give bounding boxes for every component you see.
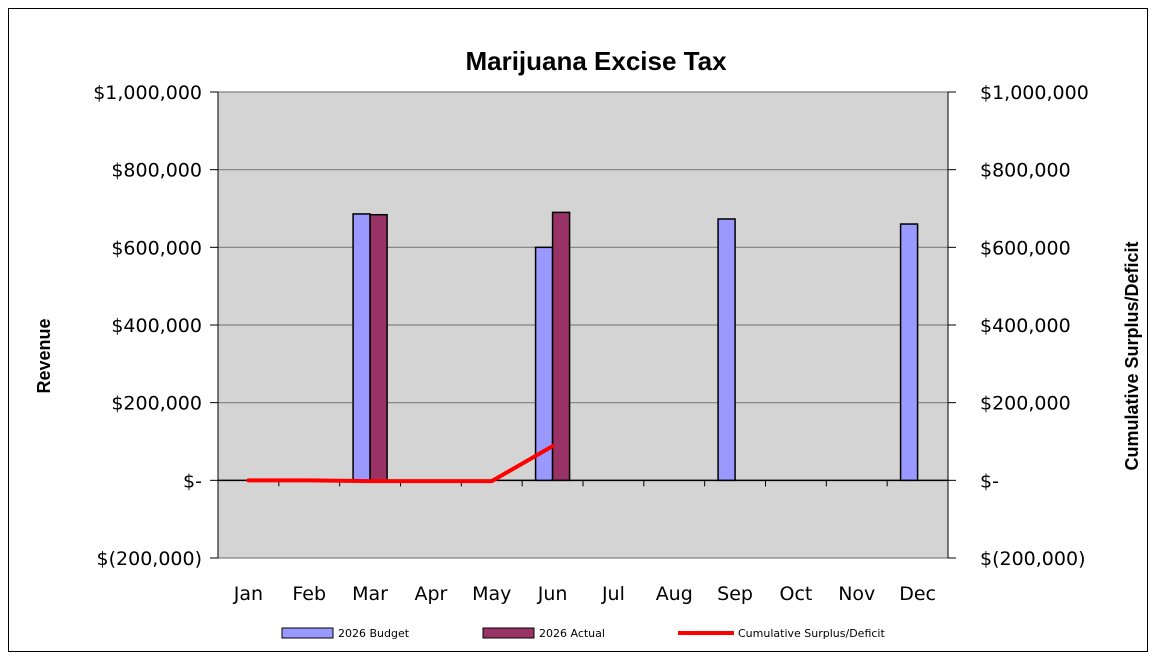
x-tick-label: May — [472, 583, 511, 605]
y2-tick-label: $800,000 — [980, 160, 1071, 182]
x-tick-label: Oct — [779, 583, 812, 605]
x-tick-label: Feb — [292, 583, 326, 605]
y-tick-label: $(200,000) — [97, 548, 202, 570]
line-cumulative-surplus-deficit — [246, 444, 555, 484]
bar-2026-budget — [899, 223, 919, 482]
y2-tick-label: $(200,000) — [980, 548, 1085, 570]
legend-label: 2026 Actual — [539, 627, 605, 640]
legend-swatch — [482, 627, 535, 639]
x-tick-label: Aug — [656, 583, 693, 605]
y-tick-label: $- — [183, 470, 202, 492]
y-tick-label: $600,000 — [111, 237, 202, 259]
bar-2026-budget — [717, 218, 736, 482]
x-tick-label: Mar — [352, 583, 388, 605]
x-tick-label: Nov — [838, 583, 875, 605]
x-tick-label: Sep — [717, 583, 753, 605]
bar-2026-actual — [551, 211, 571, 482]
legend-swatch — [281, 627, 334, 639]
y-tick-label: $800,000 — [111, 160, 202, 182]
bar-2026-budget — [352, 213, 371, 482]
y2-tick-label: $600,000 — [980, 237, 1071, 259]
y2-tick-label: $- — [980, 470, 999, 492]
y2-axis-label: Cumulative Surplus/Deficit — [1122, 241, 1142, 470]
y2-tick-label: $400,000 — [980, 315, 1071, 337]
y-tick-label: $400,000 — [111, 315, 202, 337]
bar-2026-actual — [369, 213, 388, 482]
x-tick-label: Dec — [899, 583, 936, 605]
x-tick-label: Apr — [414, 583, 447, 605]
y-tick-label: $200,000 — [111, 393, 202, 415]
y-tick-label: $1,000,000 — [93, 82, 202, 104]
legend-label: Cumulative Surplus/Deficit — [738, 627, 885, 640]
y-axis-label: Revenue — [34, 318, 54, 393]
y2-tick-label: $200,000 — [980, 393, 1071, 415]
x-tick-label: Jun — [537, 583, 568, 605]
legend-label: 2026 Budget — [338, 627, 410, 640]
x-tick-label: Jul — [601, 583, 625, 605]
chart-title: Marijuana Excise Tax — [465, 46, 727, 76]
x-tick-label: Jan — [233, 583, 263, 605]
y2-tick-label: $1,000,000 — [980, 82, 1089, 104]
